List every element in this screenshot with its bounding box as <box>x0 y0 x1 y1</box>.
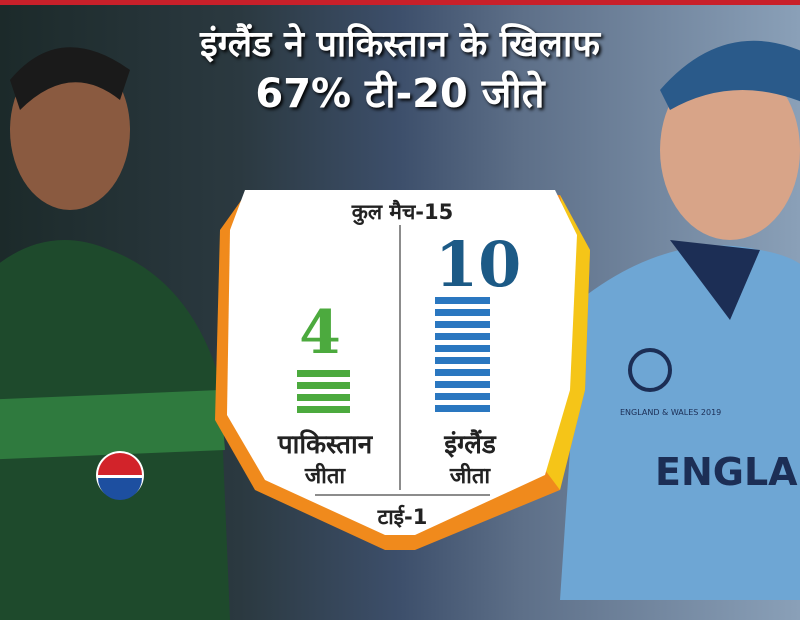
pakistan-wins-stack <box>297 370 350 413</box>
top-accent-bar <box>0 0 800 5</box>
win-bar <box>435 369 490 376</box>
england-wins-stack <box>435 297 490 412</box>
win-bar <box>297 406 350 413</box>
card-shape <box>215 190 590 550</box>
pakistan-player-photo <box>0 47 230 620</box>
win-bar <box>435 345 490 352</box>
win-bar <box>435 297 490 304</box>
pakistan-label: पाकिस्तान <box>277 430 373 460</box>
win-bar <box>435 393 490 400</box>
england-label: इंग्लैंड <box>444 430 496 460</box>
world-cup-badge: ENGLAND & WALES 2019 <box>620 408 721 417</box>
win-bar <box>435 321 490 328</box>
pakistan-wins: 4 <box>299 298 341 368</box>
shirt-text: ENGLAN <box>655 450 800 494</box>
win-bar <box>435 309 490 316</box>
stats-card: कुल मैच-15 4 10 पाकिस्तान जीता इंग्लैंड … <box>215 190 590 550</box>
win-bar <box>435 333 490 340</box>
tie-count: टाई-1 <box>377 505 428 529</box>
pakistan-won-label: जीता <box>304 464 346 489</box>
win-bar <box>435 357 490 364</box>
total-matches: कुल मैच-15 <box>351 200 454 224</box>
win-bar <box>297 394 350 401</box>
headline-line-2: 67% टी-20 जीते <box>255 71 545 117</box>
headline-line-1: इंग्लैंड ने पाकिस्तान के खिलाफ <box>199 24 601 65</box>
england-player-photo: ENGLAN ENGLAND & WALES 2019 <box>560 40 800 600</box>
win-bar <box>297 370 350 377</box>
england-won-label: जीता <box>449 464 491 489</box>
win-bar <box>435 381 490 388</box>
headline: इंग्लैंड ने पाकिस्तान के खिलाफ 67% टी-20… <box>120 22 680 120</box>
win-bar <box>435 405 490 412</box>
england-wins: 10 <box>435 228 522 301</box>
win-bar <box>297 382 350 389</box>
